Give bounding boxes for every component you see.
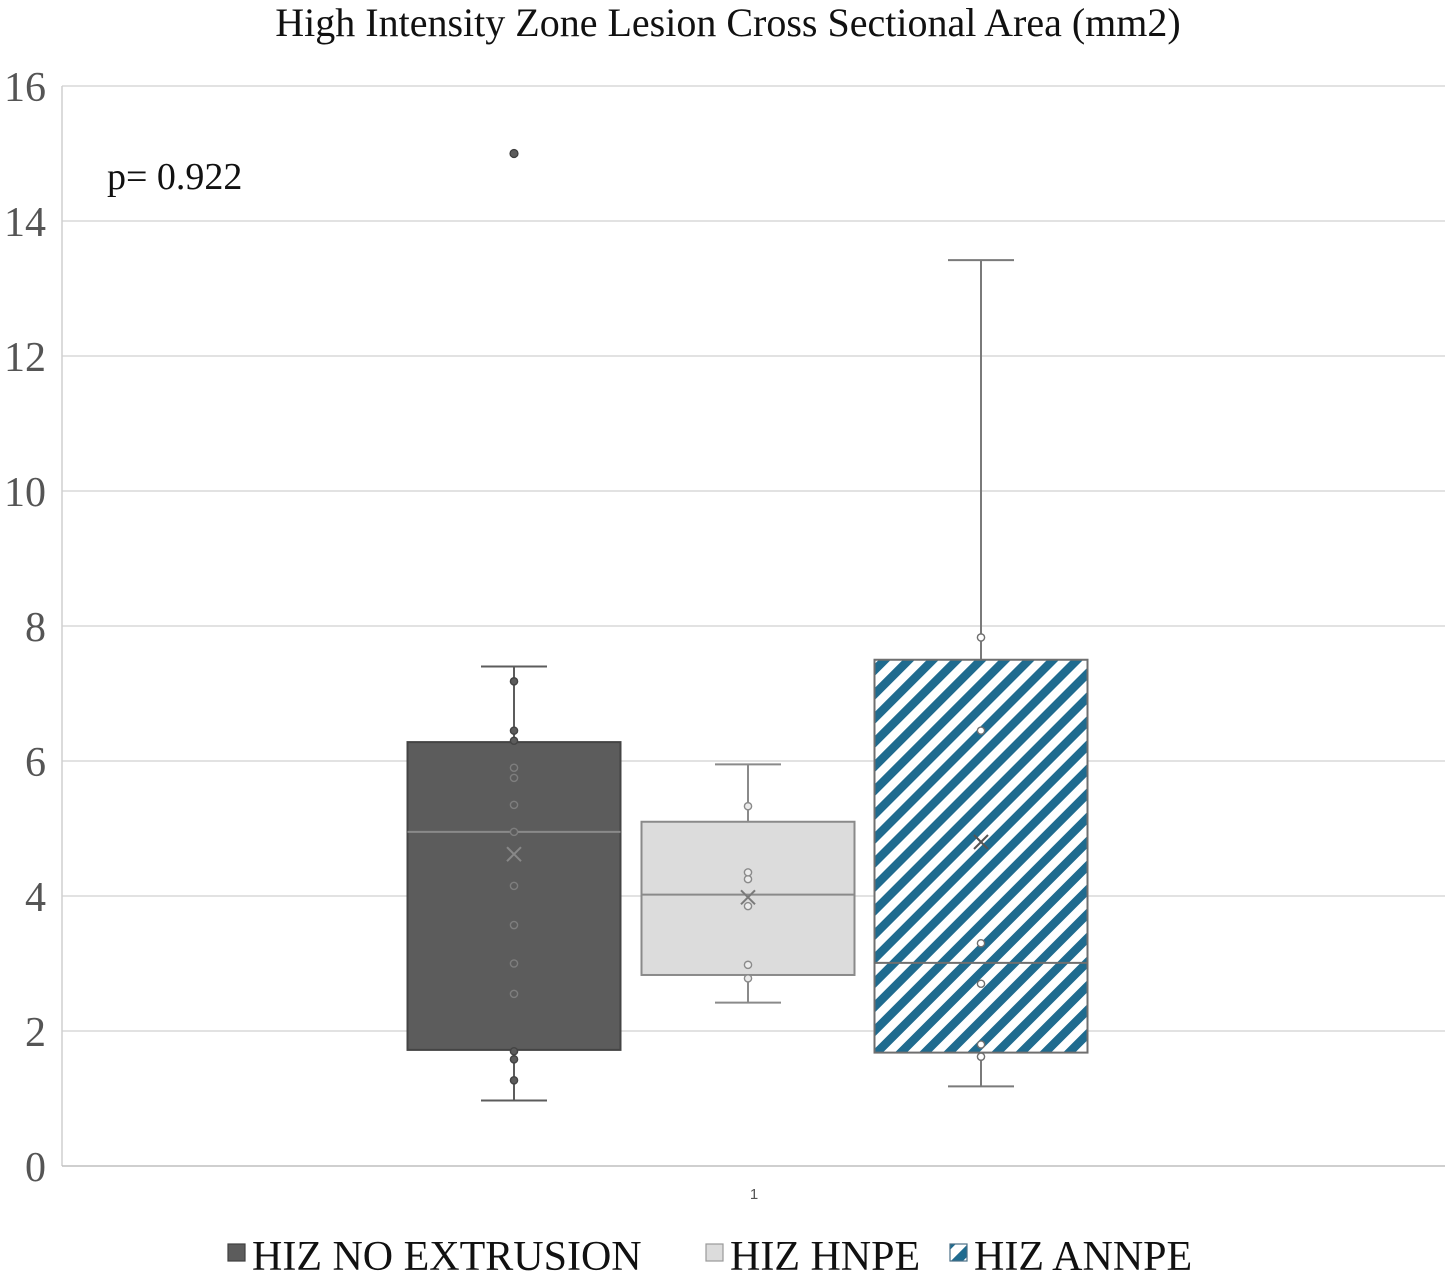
box-hiz-no-extrusion <box>406 665 622 1102</box>
data-point <box>743 901 753 911</box>
legend-label: HIZ NO EXTRUSION <box>252 1234 642 1279</box>
data-point <box>509 1075 519 1085</box>
data-point <box>976 726 986 735</box>
legend-swatch <box>227 1243 246 1262</box>
mean-marker <box>973 834 989 850</box>
data-point <box>509 1046 519 1056</box>
y-tick-label: 0 <box>25 1145 46 1191</box>
iqr-box <box>873 658 1089 1054</box>
x-tick-label: 1 <box>750 1186 758 1203</box>
data-point <box>743 960 753 970</box>
mean-marker <box>740 889 756 906</box>
data-point <box>509 726 519 735</box>
y-tick-label: 14 <box>4 200 46 246</box>
data-point <box>509 827 519 837</box>
data-point <box>509 800 519 810</box>
legend-swatch <box>705 1243 724 1262</box>
y-tick-label: 2 <box>25 1010 46 1056</box>
data-point <box>743 801 753 811</box>
legend-item-hiz-no-extrusion: HIZ NO EXTRUSION <box>227 1234 642 1279</box>
data-point <box>509 959 519 968</box>
data-point <box>509 1055 519 1064</box>
data-point <box>509 773 519 783</box>
y-tick-label: 4 <box>25 875 46 921</box>
data-point <box>509 881 519 891</box>
outlier-point <box>509 148 519 159</box>
y-tick-label: 6 <box>25 740 46 786</box>
data-point <box>743 868 753 877</box>
data-point <box>743 974 753 983</box>
data-point <box>509 763 519 773</box>
data-point <box>509 677 519 686</box>
p-value-annotation: p= 0.922 <box>107 156 242 198</box>
legend: HIZ NO EXTRUSION HIZ HNPE HIZ ANNPE <box>227 1234 1192 1279</box>
mean-marker-stroke <box>973 834 989 850</box>
data-point <box>509 736 519 746</box>
iqr-box <box>406 741 622 1051</box>
data-point <box>976 1052 986 1061</box>
data-point <box>976 1040 986 1049</box>
mean-marker <box>506 846 522 862</box>
data-point <box>509 989 519 999</box>
mean-marker-stroke <box>740 889 756 906</box>
data-point <box>976 938 986 948</box>
y-tick-label: 10 <box>4 470 46 516</box>
data-point <box>976 979 986 989</box>
legend-item-hiz-hnpe: HIZ HNPE <box>705 1234 920 1279</box>
y-tick-label: 16 <box>4 65 46 111</box>
y-tick-label: 8 <box>25 605 46 651</box>
data-point <box>976 633 986 642</box>
data-point <box>509 920 519 930</box>
chart-title: High Intensity Zone Lesion Cross Section… <box>275 0 1180 45</box>
legend-label: HIZ ANNPE <box>974 1234 1192 1279</box>
legend-label: HIZ HNPE <box>730 1234 920 1279</box>
box-hiz-hnpe <box>640 763 856 1004</box>
box-hiz-annpe <box>873 259 1089 1088</box>
y-tick-label: 12 <box>4 335 46 381</box>
mean-marker-stroke <box>506 846 522 862</box>
legend-swatch <box>949 1243 968 1262</box>
legend-item-hiz-annpe: HIZ ANNPE <box>949 1234 1192 1279</box>
